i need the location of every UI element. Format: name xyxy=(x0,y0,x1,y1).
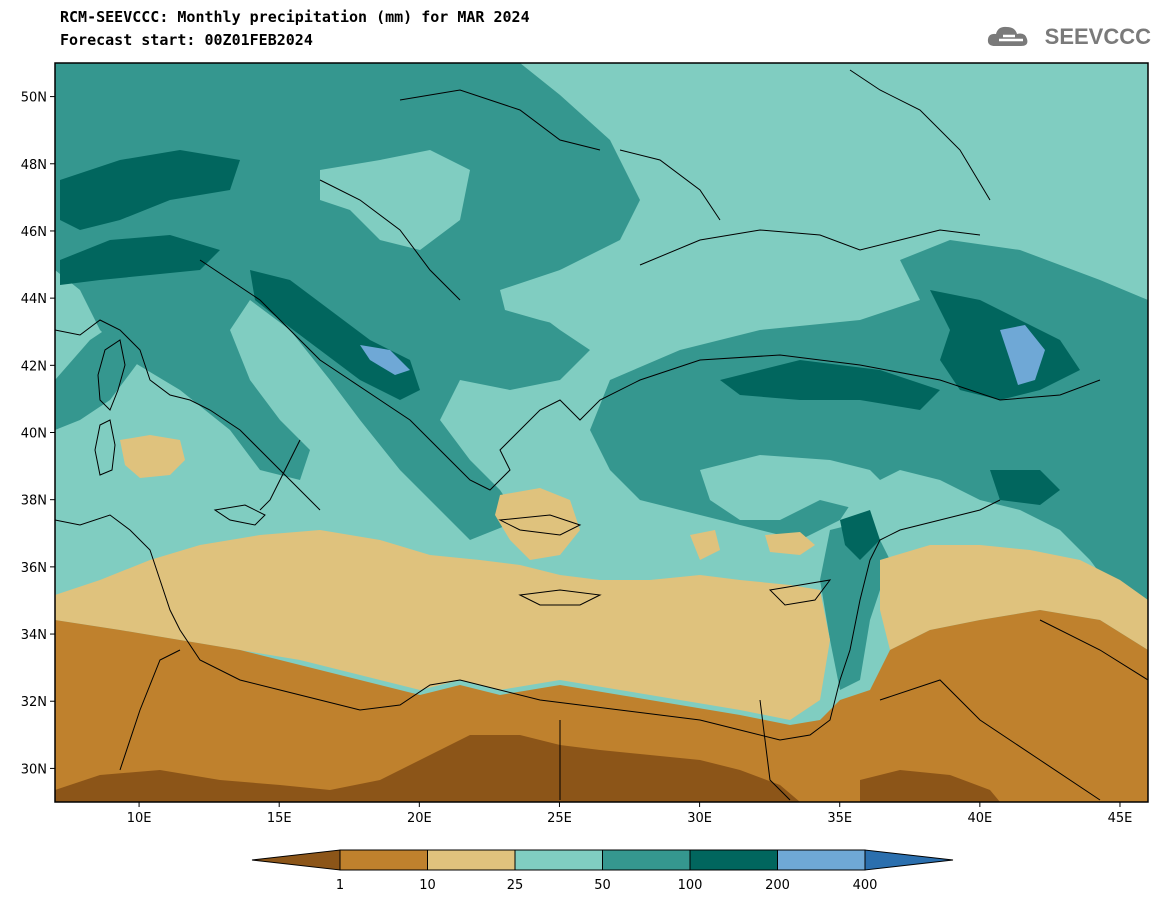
lat-tick-label: 48N xyxy=(21,158,47,173)
coastlines xyxy=(55,69,1148,801)
band-50-100-levant xyxy=(820,520,890,690)
logo-text: SEEVCCC xyxy=(1044,24,1151,49)
colorbar-segment xyxy=(777,849,866,871)
band-10-25-crete xyxy=(495,488,580,560)
lon-tick-label: 20E xyxy=(407,811,432,826)
colorbar-segment xyxy=(427,849,516,871)
colorbar-label: 100 xyxy=(678,878,703,893)
band-100-200-dinaric xyxy=(250,270,420,400)
colorbar-left-arrow xyxy=(251,849,341,871)
cloud-icon xyxy=(987,26,1028,46)
colorbar-segment xyxy=(689,849,778,871)
band-200-400-dinaric xyxy=(360,345,410,375)
colorbar-segment xyxy=(602,849,691,871)
band-lt1-arabia xyxy=(860,770,1000,802)
band-100-200-alps-south xyxy=(60,235,220,285)
band-25-50-balkan xyxy=(500,250,640,330)
band-100-200-taurus xyxy=(840,510,880,560)
lat-tick-label: 40N xyxy=(21,427,47,442)
band-10-25-turkey xyxy=(690,530,720,560)
latitude-axis: 50N 48N 46N 44N 42N 40N 38N 36N 34N 32N 30N xyxy=(21,91,55,777)
lat-tick-label: 32N xyxy=(21,695,47,710)
band-1-10-south xyxy=(55,610,1148,802)
lat-tick-label: 30N xyxy=(21,762,47,777)
lat-tick-label: 46N xyxy=(21,225,47,240)
lat-tick-label: 42N xyxy=(21,359,47,374)
lat-tick-label: 44N xyxy=(21,292,47,307)
lon-tick-label: 35E xyxy=(827,811,852,826)
lon-tick-label: 15E xyxy=(267,811,292,826)
lon-tick-label: 30E xyxy=(687,811,712,826)
lon-tick-label: 25E xyxy=(547,811,572,826)
seevccc-logo: SEEVCCC xyxy=(985,22,1151,52)
lon-tick-label: 45E xyxy=(1108,811,1133,826)
lat-tick-label: 36N xyxy=(21,561,47,576)
colorbar-segment xyxy=(514,849,603,871)
band-lt1-south xyxy=(55,735,800,802)
colorbar-label: 200 xyxy=(765,878,790,893)
band-10-25-sardinia xyxy=(120,435,185,478)
band-100-200-alps xyxy=(60,150,240,230)
colorbar: 1 10 25 50 100 200 400 xyxy=(251,849,954,893)
longitude-axis: 10E 15E 20E 25E 30E 35E 40E 45E xyxy=(127,802,1133,826)
band-10-25-south xyxy=(55,530,830,720)
colorbar-label: 400 xyxy=(853,878,878,893)
map-title: RCM-SEEVCCC: Monthly precipitation (mm) … xyxy=(60,8,530,26)
band-200-400-caucasus xyxy=(1000,325,1045,385)
colorbar-right-arrow xyxy=(864,849,954,871)
lat-tick-label: 38N xyxy=(21,494,47,509)
lon-tick-label: 10E xyxy=(127,811,152,826)
band-100-200-east xyxy=(990,470,1060,505)
lat-tick-label: 34N xyxy=(21,628,47,643)
band-25-50-pannonia xyxy=(320,150,470,250)
band-100-200-anatolia-north xyxy=(720,360,940,410)
band-10-25-cyprus xyxy=(765,532,815,555)
colorbar-label: 50 xyxy=(594,878,611,893)
colorbar-segment xyxy=(339,849,428,871)
forecast-start-label: Forecast start: 00Z01FEB2024 xyxy=(60,31,313,49)
band-25-50-anatolia-inner xyxy=(700,455,900,520)
lat-tick-label: 50N xyxy=(21,91,47,106)
lon-tick-label: 40E xyxy=(967,811,992,826)
colorbar-label: 10 xyxy=(419,878,436,893)
colorbar-label: 1 xyxy=(336,878,344,893)
colorbar-label: 25 xyxy=(507,878,524,893)
band-10-25-arabia xyxy=(880,545,1148,650)
precipitation-field xyxy=(55,63,1148,802)
